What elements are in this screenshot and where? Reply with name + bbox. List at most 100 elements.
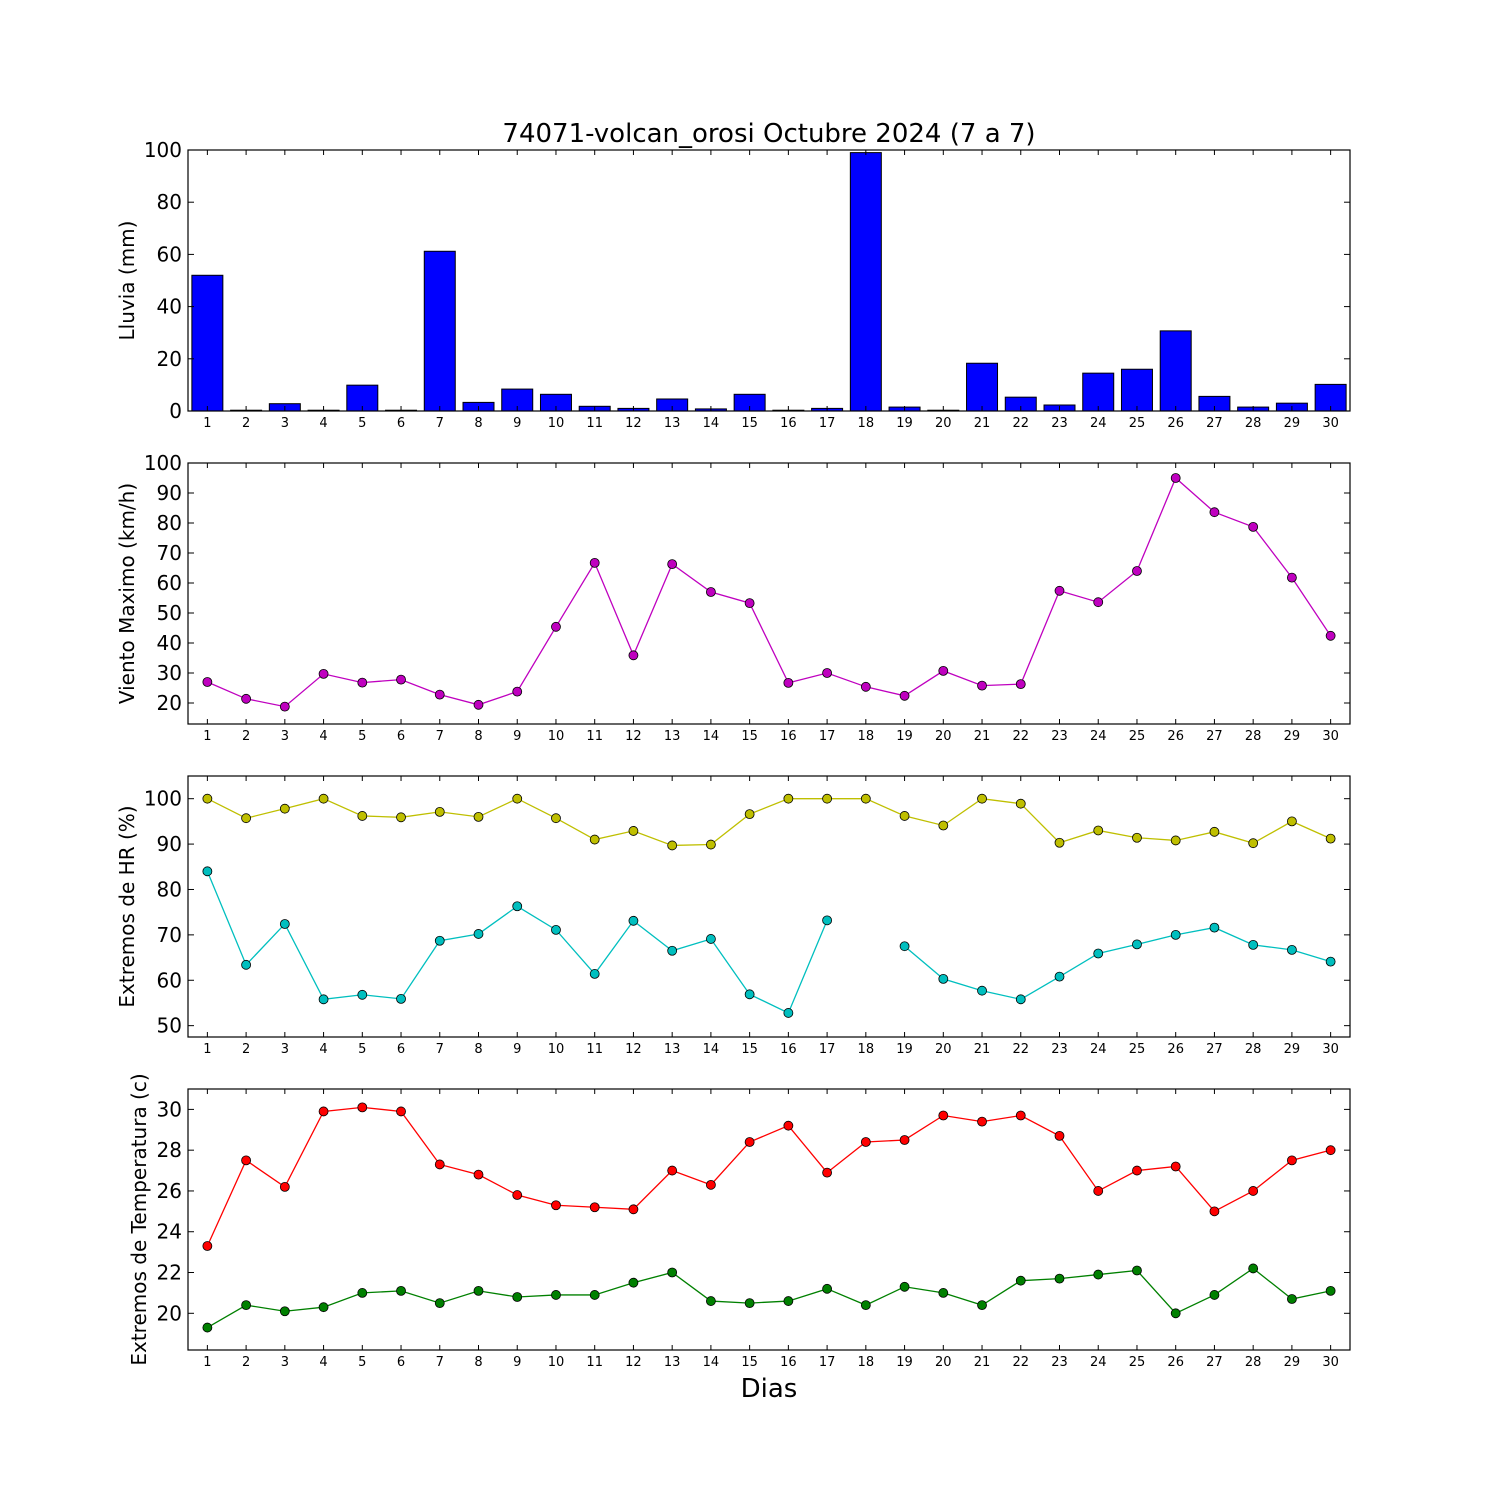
rain-bar (1120, 368, 1153, 412)
hr_max-point (860, 793, 871, 804)
x-tick-label: 24 (1090, 1042, 1107, 1057)
hr_max-point (628, 826, 639, 836)
hr_max-point (473, 811, 484, 822)
x-tick-label: 14 (703, 729, 720, 744)
y-tick-label: 80 (157, 877, 182, 901)
y-axis-label: Lluvia (mm) (115, 221, 139, 341)
temp_min-point (860, 1300, 871, 1311)
x-tick-label: 9 (513, 416, 521, 431)
x-tick-label: 21 (974, 1355, 991, 1370)
temp_max-point (860, 1137, 871, 1147)
x-tick-label: 22 (1012, 416, 1029, 431)
hr_min-point (1170, 929, 1181, 940)
x-tick-label: 23 (1051, 416, 1068, 431)
hr_max-point (551, 813, 561, 824)
y-tick-label: 80 (157, 511, 182, 535)
hr_min-point (1325, 956, 1336, 967)
hr_max-point (822, 793, 832, 804)
temp_min-point (744, 1298, 755, 1308)
hr_max-point (744, 809, 755, 820)
hr_max-point (1248, 838, 1259, 849)
wind-point (744, 598, 755, 608)
temp_max-point (899, 1135, 910, 1145)
x-tick-label: 3 (281, 1042, 289, 1057)
axes-frame (187, 775, 1351, 1038)
hr_min-point (628, 915, 639, 926)
x-tick-label: 1 (203, 729, 211, 744)
x-tick-label: 21 (974, 416, 991, 431)
temp_min-point (938, 1288, 949, 1298)
wind-point (706, 587, 716, 597)
wind-point (1132, 566, 1142, 576)
wind-point (357, 677, 368, 688)
hr_max-point (434, 806, 445, 817)
rain-bar (966, 362, 999, 412)
hr_max-point (783, 793, 794, 804)
x-tick-label: 22 (1012, 729, 1029, 744)
hr_min-point (551, 924, 561, 935)
hr_min-point (202, 866, 213, 877)
x-tick-label: 11 (586, 1355, 603, 1370)
rain-bar (849, 152, 882, 412)
wind-point (202, 677, 213, 687)
wind-point (512, 686, 523, 697)
x-tick-label: 30 (1322, 1042, 1339, 1057)
x-tick-label: 12 (625, 1042, 642, 1057)
hr_min-line (206, 871, 828, 1014)
rain-bar (1082, 372, 1115, 412)
y-tick-label: 100 (144, 787, 182, 811)
x-tick-label: 18 (858, 1042, 875, 1057)
temp_max-point (1287, 1155, 1297, 1166)
x-tick-label: 28 (1245, 1355, 1262, 1370)
wind-point (899, 690, 910, 701)
temp_max-point (706, 1179, 716, 1190)
x-tick-label: 7 (436, 1042, 444, 1057)
hr_min-point (706, 934, 716, 944)
hr_max-point (1093, 825, 1104, 836)
temp_min-point (434, 1298, 445, 1308)
x-tick-label: 2 (242, 1355, 250, 1370)
x-tick-label: 29 (1284, 729, 1301, 744)
wind-point (1209, 507, 1220, 518)
hr_max-point (396, 812, 406, 823)
temp_max-point (202, 1241, 213, 1251)
y-tick-label: 28 (157, 1138, 182, 1162)
hr_max-point (977, 793, 987, 804)
x-tick-label: 22 (1012, 1042, 1029, 1057)
x-tick-label: 26 (1167, 416, 1184, 431)
y-tick-label: 40 (157, 631, 182, 655)
y-tick-label: 24 (157, 1220, 182, 1244)
temp_min-point (241, 1300, 252, 1311)
x-tick-label: 11 (586, 416, 603, 431)
hr_min-point (938, 974, 949, 984)
x-tick-label: 10 (548, 729, 565, 744)
x-tick-label: 14 (703, 416, 720, 431)
x-tick-label: 2 (242, 729, 250, 744)
hr_min-point (1287, 944, 1297, 955)
x-tick-label: 4 (319, 1042, 327, 1057)
x-tick-label: 15 (741, 729, 758, 744)
y-tick-label: 22 (157, 1261, 182, 1285)
x-tick-label: 4 (319, 1355, 327, 1370)
hr_max-point (202, 793, 213, 804)
axes-frame (187, 1088, 1351, 1351)
hr_min-point (1093, 948, 1104, 959)
wind-point (434, 689, 445, 700)
temp_max-point (357, 1102, 368, 1113)
x-tick-label: 12 (625, 1355, 642, 1370)
temp_min-point (1325, 1285, 1336, 1296)
temp_min-point (551, 1290, 561, 1300)
x-tick-label: 11 (586, 1042, 603, 1057)
x-tick-label: 23 (1051, 1042, 1068, 1057)
x-tick-label: 2 (242, 416, 250, 431)
x-tick-label: 5 (358, 416, 366, 431)
x-tick-label: 15 (741, 1042, 758, 1057)
x-tick-label: 27 (1206, 416, 1223, 431)
temp_max-point (279, 1181, 290, 1192)
hr_min-point (396, 993, 406, 1004)
x-tick-label: 30 (1322, 1355, 1339, 1370)
y-tick-label: 40 (157, 295, 182, 319)
